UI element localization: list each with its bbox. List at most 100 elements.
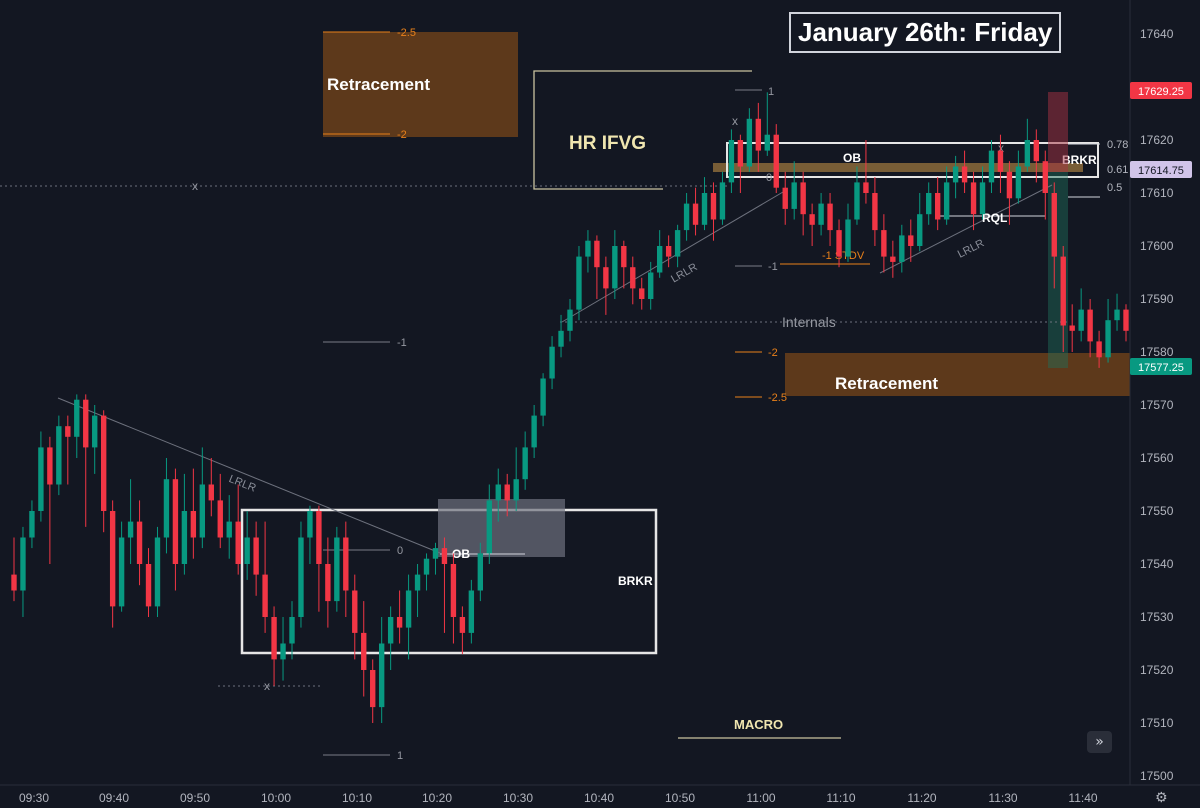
candle: [567, 299, 573, 342]
candle: [656, 230, 663, 278]
price-tick: 17610: [1140, 186, 1174, 200]
time-tick: 10:20: [422, 791, 452, 805]
time-tick: 10:10: [342, 791, 372, 805]
price-labels: 17629.25 17614.75 17577.25: [1130, 82, 1192, 375]
candle: [639, 277, 645, 310]
candle: [630, 256, 636, 305]
retracement-box-bottom: [785, 353, 1130, 396]
x-mark-3: x: [732, 114, 738, 128]
candle: [441, 537, 448, 633]
hr-ifvg-label: HR IFVG: [569, 133, 646, 154]
candle: [917, 193, 923, 252]
candles: [11, 92, 1129, 723]
candle: [1114, 293, 1120, 331]
brkr-label-right: BRKR: [1062, 153, 1097, 167]
time-axis[interactable]: 09:30 09:40 09:50 10:00 10:10 10:20 10:30 10:40…: [0, 784, 1200, 805]
candle: [818, 193, 824, 236]
candle: [235, 484, 241, 575]
candle: [1123, 304, 1129, 342]
fib-right-neg25: -2.5: [768, 392, 787, 404]
hr-ifvg-bracket: [533, 70, 752, 190]
ob-zone-right: [713, 163, 1083, 172]
price-axis[interactable]: 17500 17510 17520 17530 17540 17550 17560 17570…: [1129, 0, 1174, 785]
candle: [737, 134, 744, 193]
candle: [1069, 304, 1075, 352]
x-mark-4: x: [998, 141, 1004, 155]
candle: [522, 431, 528, 490]
lrlr-label-1: LRLR: [227, 473, 258, 495]
candle: [1024, 118, 1031, 172]
fib-level-05: 0.5: [1107, 182, 1122, 194]
price-tick: 17540: [1140, 557, 1174, 571]
x-mark-2: x: [264, 679, 270, 693]
candle: [47, 436, 53, 564]
fib-level-078: 0.78: [1107, 139, 1128, 151]
fib-left-one: 1: [397, 750, 403, 762]
candle: [145, 548, 152, 617]
candle: [683, 193, 690, 241]
retracement-box-top: [323, 32, 518, 137]
candle: [836, 219, 842, 268]
internals-label: Internals: [782, 314, 836, 330]
candle: [450, 553, 457, 644]
candle: [1096, 330, 1102, 368]
candle: [118, 521, 125, 612]
double-chevron-right-icon[interactable]: »: [1087, 731, 1112, 753]
candle: [414, 564, 421, 617]
candle: [979, 166, 986, 220]
gear-icon[interactable]: ⚙: [1155, 790, 1168, 806]
candle: [181, 473, 188, 575]
time-tick: 09:30: [19, 791, 49, 805]
retracement-label-bottom: Retracement: [835, 374, 938, 393]
candle: [558, 314, 564, 358]
candle: [486, 484, 492, 564]
candle: [100, 410, 107, 533]
fib-level-061: 0.61: [1107, 164, 1128, 176]
price-tick: 17550: [1140, 504, 1174, 518]
time-tick: 10:50: [665, 791, 695, 805]
ob-label-left: OB: [452, 547, 470, 561]
candle: [307, 505, 313, 564]
candle: [800, 171, 806, 236]
fib-right-neg2: -2: [768, 347, 778, 359]
time-tick: 11:00: [746, 791, 775, 805]
candle: [890, 240, 896, 278]
candle: [298, 521, 304, 628]
fib-right-neg1: -1: [768, 261, 778, 273]
candle: [728, 129, 735, 193]
candle: [127, 479, 134, 564]
price-tick: 17640: [1140, 27, 1174, 41]
rql-label: RQL: [982, 211, 1007, 225]
lrlr-line-3: [879, 184, 1053, 274]
price-label: 17629.25: [1130, 82, 1192, 99]
fib-left-neg1: -1: [397, 337, 407, 349]
candle: [199, 447, 206, 549]
candle: [289, 601, 295, 660]
price-label: 17614.75: [1130, 161, 1192, 178]
candle: [710, 182, 717, 241]
candle: [648, 261, 654, 310]
candle: [217, 473, 223, 549]
candle: [863, 140, 869, 204]
candle: [576, 246, 582, 321]
date-title: January 26th: Friday: [789, 12, 1062, 53]
candle: [540, 373, 546, 427]
brkr-label-left: BRKR: [618, 574, 653, 588]
ob-box-right: [726, 142, 1099, 178]
macro-label: MACRO: [734, 717, 783, 732]
candle: [943, 166, 950, 225]
candle: [827, 193, 833, 246]
candle: [352, 574, 358, 660]
price-tick: 17560: [1140, 451, 1174, 465]
time-tick: 11:20: [907, 791, 936, 805]
candle: [1033, 129, 1040, 183]
time-tick: 09:50: [180, 791, 210, 805]
candle: [773, 124, 779, 193]
ob-zone-left: [438, 499, 565, 557]
price-tick: 17500: [1140, 769, 1174, 783]
candle: [1051, 182, 1057, 289]
fib-right-zero: 0: [766, 172, 772, 184]
candle: [674, 224, 681, 268]
candle: [881, 214, 887, 273]
